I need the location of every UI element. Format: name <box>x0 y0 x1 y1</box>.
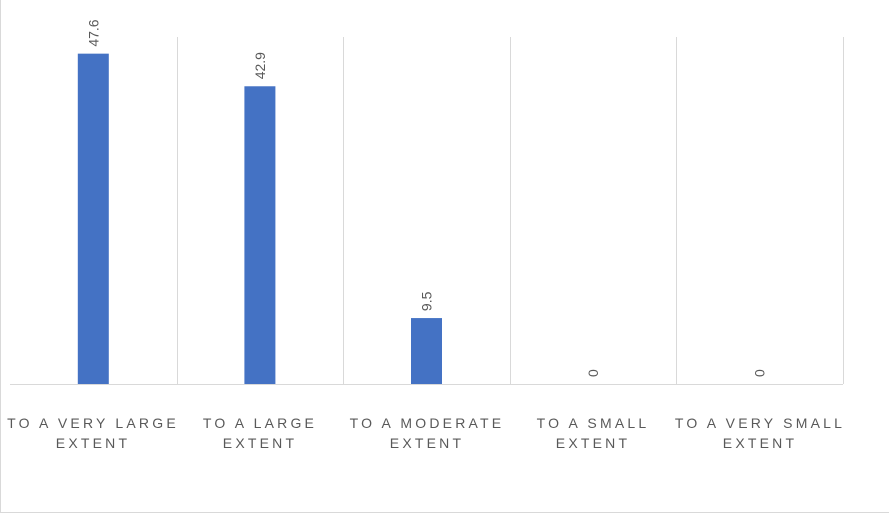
bar-3 <box>411 318 442 384</box>
bar-2 <box>244 86 276 385</box>
category-label-2: TO A LARGE EXTENT <box>202 415 318 451</box>
data-label-5: 0 <box>752 369 768 377</box>
category-label-4: TO A SMALL EXTENT <box>536 415 650 451</box>
category-label-5: TO A VERY SMALL EXTENT <box>674 415 846 451</box>
data-label-3: 9.5 <box>419 291 435 311</box>
category-label-3: TO A MODERATE EXTENT <box>349 415 505 451</box>
data-label-2: 42.9 <box>252 52 268 79</box>
data-label-4: 0 <box>585 369 601 377</box>
data-label-1: 47.6 <box>85 19 101 46</box>
bar-1 <box>77 53 109 384</box>
category-label-1: TO A VERY LARGE EXTENT <box>7 415 179 451</box>
